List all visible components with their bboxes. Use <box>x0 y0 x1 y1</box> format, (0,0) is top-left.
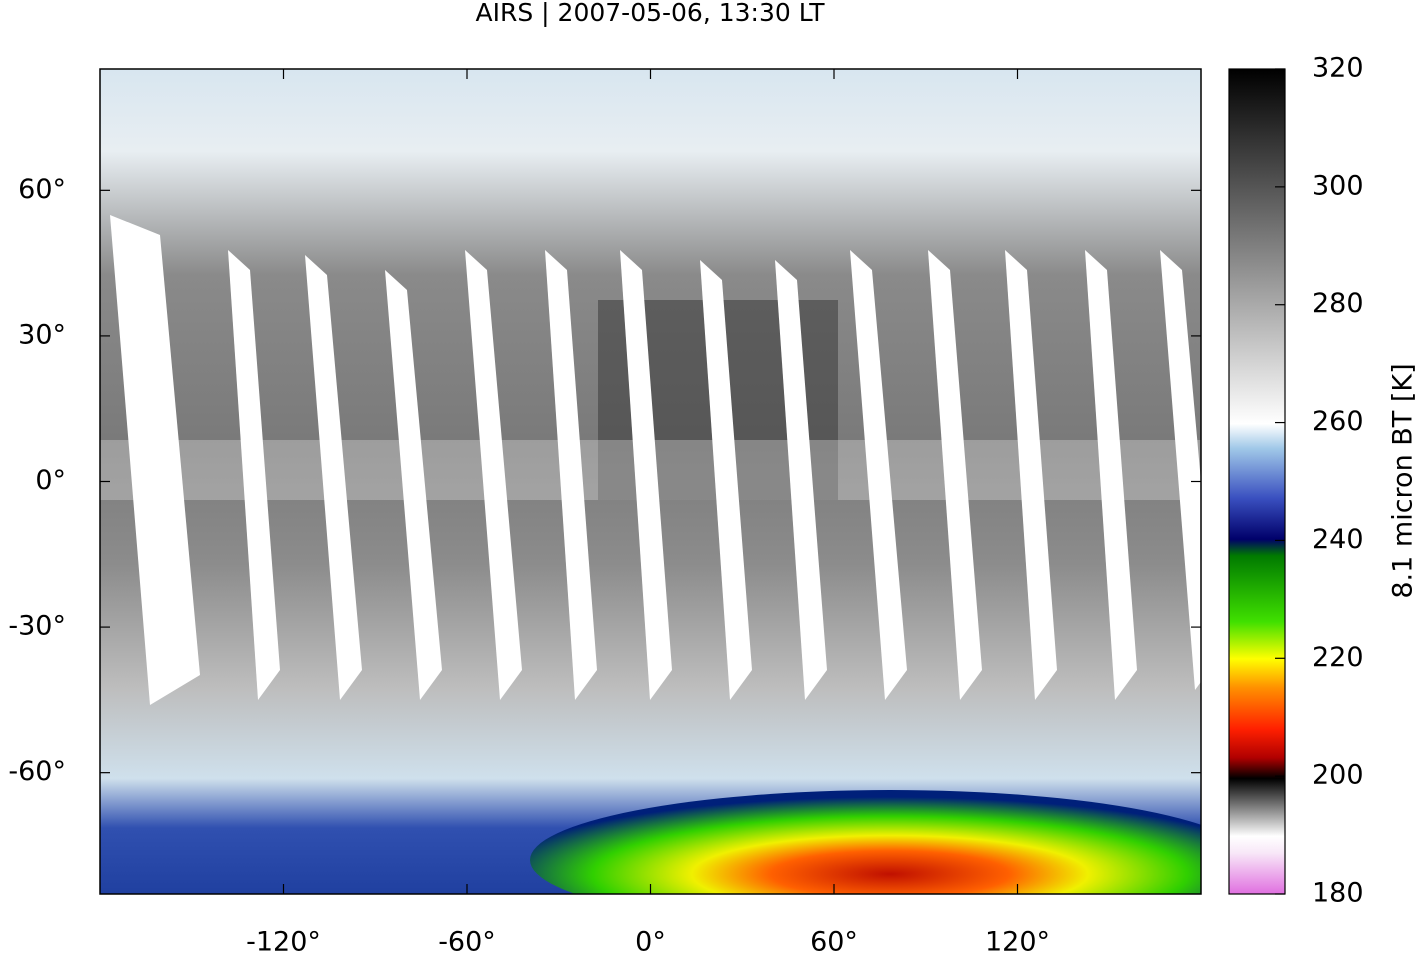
colorbar-tick-label: 320 <box>1312 53 1364 84</box>
data-gap <box>700 260 752 700</box>
data-gap <box>228 250 280 700</box>
data-gap <box>110 215 200 705</box>
colorbar-tick-label: 200 <box>1312 760 1364 791</box>
y-tick-label: -30° <box>8 611 66 642</box>
colorbar-tick-label: 180 <box>1312 878 1364 909</box>
title: AIRS | 2007-05-06, 13:30 LT <box>476 0 826 27</box>
data-gap <box>775 260 827 700</box>
x-tick-label: 60° <box>810 927 858 957</box>
data-gap <box>1005 250 1057 700</box>
data-gap <box>1160 250 1201 690</box>
colorbar-label: 8.1 micron BT [K] <box>1388 363 1419 598</box>
colorbar-tick-label: 220 <box>1312 642 1364 673</box>
data-gap <box>850 250 907 700</box>
data-gap <box>385 270 442 700</box>
x-tick-label: 0° <box>635 927 666 957</box>
colorbar-tick-label: 280 <box>1312 288 1364 319</box>
colorbar-tick-label: 300 <box>1312 170 1364 201</box>
data-gap <box>305 255 362 700</box>
y-tick-label: 30° <box>18 319 66 350</box>
x-tick-label: 120° <box>985 927 1050 957</box>
colorbar-tick-label: 260 <box>1312 406 1364 437</box>
map <box>100 69 1201 894</box>
y-tick-label: -60° <box>8 756 66 787</box>
data-gap <box>620 250 672 700</box>
y-tick-label: 0° <box>35 465 66 496</box>
data-gap <box>928 250 982 700</box>
antarctica <box>530 790 1201 894</box>
colorbar-tick-label: 240 <box>1312 524 1364 555</box>
data-gap <box>545 250 597 700</box>
colorbar <box>1228 68 1286 895</box>
y-tick-label: 60° <box>18 174 66 205</box>
data-gap <box>465 250 522 700</box>
data-gap <box>1085 250 1137 700</box>
x-tick-label: -60° <box>438 927 496 957</box>
x-tick-label: -120° <box>246 927 321 957</box>
